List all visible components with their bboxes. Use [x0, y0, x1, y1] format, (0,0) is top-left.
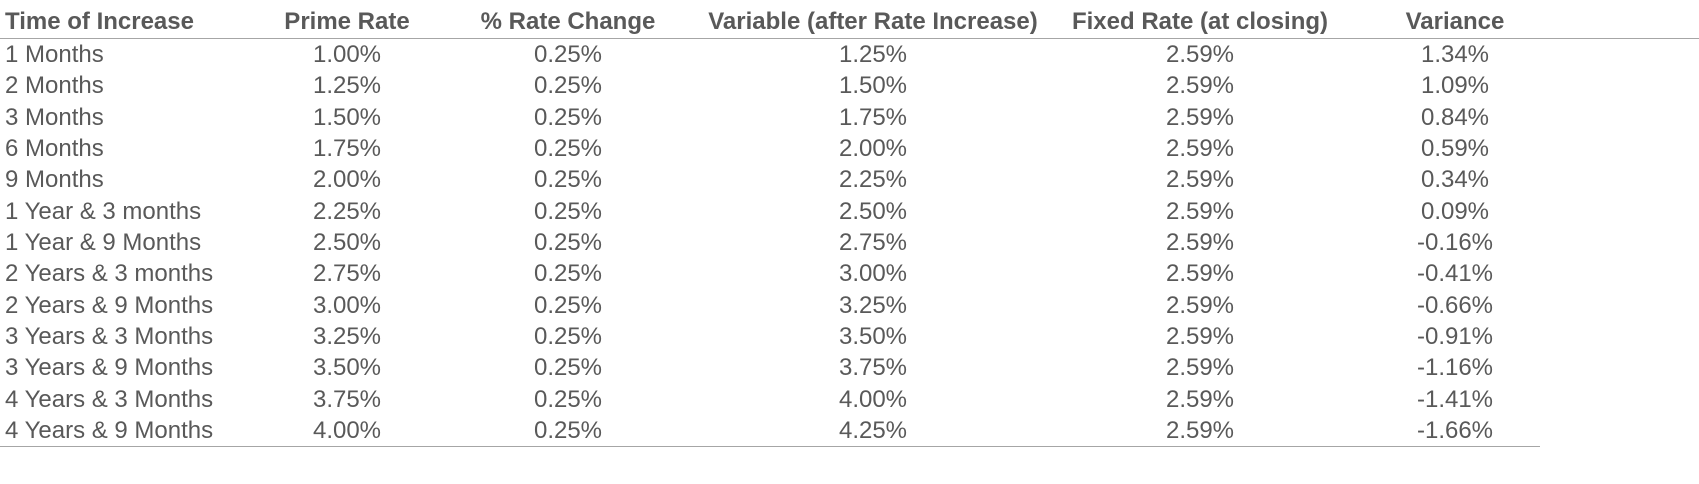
table-cell: 2.59% — [1165, 322, 1235, 350]
table-cell: 1.75% — [838, 103, 908, 131]
table-cell: 0.84% — [1420, 103, 1490, 131]
table-cell: 2.59% — [1165, 166, 1235, 194]
column-header: % Rate Change — [480, 8, 656, 35]
table-cell: 0.09% — [1420, 197, 1490, 225]
table-cell: 0.25% — [533, 72, 603, 100]
table-cell: 0.25% — [533, 385, 603, 413]
table-cell: 2.75% — [312, 260, 382, 288]
row-label: 1 Year & 9 Months — [5, 228, 202, 256]
table-cell: 3.25% — [312, 322, 382, 350]
row-label: 2 Years & 3 months — [5, 260, 214, 288]
column-header: Variable (after Rate Increase) — [708, 8, 1038, 35]
table-cell: 2.50% — [838, 197, 908, 225]
table-cell: 0.25% — [533, 322, 603, 350]
table-cell: 3.75% — [312, 385, 382, 413]
column-header: Fixed Rate (at closing) — [1071, 8, 1329, 35]
row-label: 1 Year & 3 months — [5, 197, 202, 225]
table-cell: 1.25% — [312, 72, 382, 100]
table-cell: 3.75% — [838, 354, 908, 382]
table-cell: 0.25% — [533, 260, 603, 288]
table-cell: 1.50% — [312, 103, 382, 131]
table-cell: 0.25% — [533, 291, 603, 319]
table-cell: -0.16% — [1416, 228, 1494, 256]
table-cell: 2.25% — [312, 197, 382, 225]
table-cell: 1.00% — [312, 41, 382, 68]
row-label: 9 Months — [5, 166, 104, 194]
table-cell: 1.09% — [1420, 72, 1490, 100]
table-cell: -0.66% — [1416, 291, 1494, 319]
table-cell: -0.41% — [1416, 260, 1494, 288]
table-cell: 0.25% — [533, 103, 603, 131]
table-cell: 0.25% — [533, 228, 603, 256]
bottom-rule — [0, 446, 1540, 447]
row-label: 6 Months — [5, 134, 104, 162]
table-cell: 3.00% — [838, 260, 908, 288]
column-header: Variance — [1405, 8, 1505, 35]
table-cell: 2.59% — [1165, 228, 1235, 256]
table-cell: 2.59% — [1165, 416, 1235, 444]
row-label: 4 Years & 3 Months — [5, 385, 214, 413]
table-cell: 3.50% — [312, 354, 382, 382]
row-label: 3 Years & 3 Months — [5, 322, 214, 350]
row-label: 2 Months — [5, 72, 104, 100]
table-cell: 0.25% — [533, 166, 603, 194]
table-cell: 2.59% — [1165, 385, 1235, 413]
header-rule — [0, 38, 1699, 39]
table-cell: 0.25% — [533, 416, 603, 444]
table-cell: 0.25% — [533, 41, 603, 68]
table-cell: 1.50% — [838, 72, 908, 100]
table-cell: 2.59% — [1165, 103, 1235, 131]
table-cell: 2.00% — [312, 166, 382, 194]
table-cell: 2.59% — [1165, 41, 1235, 68]
table-cell: 4.00% — [838, 385, 908, 413]
row-label: 2 Years & 9 Months — [5, 291, 214, 319]
table-cell: 4.00% — [312, 416, 382, 444]
table-cell: 1.34% — [1420, 41, 1490, 68]
row-label: 3 Years & 9 Months — [5, 354, 214, 382]
table-cell: 0.25% — [533, 354, 603, 382]
table-cell: 3.50% — [838, 322, 908, 350]
table-cell: 2.59% — [1165, 354, 1235, 382]
table-cell: 2.59% — [1165, 260, 1235, 288]
row-label: 3 Months — [5, 103, 104, 131]
table-cell: -1.16% — [1416, 354, 1494, 382]
column-header: Prime Rate — [284, 8, 410, 35]
table-cell: 3.00% — [312, 291, 382, 319]
column-header: Time of Increase — [5, 8, 194, 35]
table-cell: 1.75% — [312, 134, 382, 162]
row-label: 4 Years & 9 Months — [5, 416, 214, 444]
table-cell: 0.59% — [1420, 134, 1490, 162]
row-label: 1 Months — [5, 41, 104, 68]
table-cell: 2.59% — [1165, 291, 1235, 319]
table-cell: 0.34% — [1420, 166, 1490, 194]
table-cell: 1.25% — [838, 41, 908, 68]
table-cell: 2.00% — [838, 134, 908, 162]
table-cell: 3.25% — [838, 291, 908, 319]
table-cell: 0.25% — [533, 197, 603, 225]
table-cell: 2.59% — [1165, 72, 1235, 100]
table-cell: -1.41% — [1416, 385, 1494, 413]
table-cell: 0.25% — [533, 134, 603, 162]
table-cell: 4.25% — [838, 416, 908, 444]
table-cell: -0.91% — [1416, 322, 1494, 350]
table-cell: 2.59% — [1165, 197, 1235, 225]
table-cell: 2.50% — [312, 228, 382, 256]
table-cell: -1.66% — [1416, 416, 1494, 444]
table-cell: 2.59% — [1165, 134, 1235, 162]
table-cell: 2.75% — [838, 228, 908, 256]
table-cell: 2.25% — [838, 166, 908, 194]
